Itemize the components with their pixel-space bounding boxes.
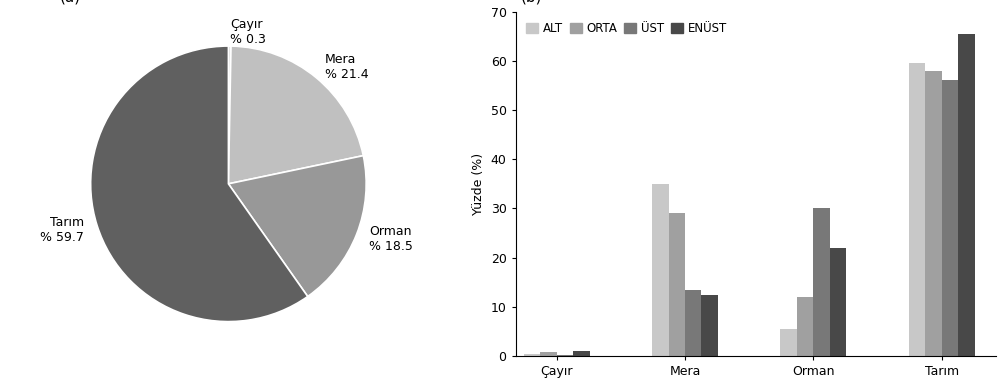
Legend: ALT, ORTA, ÜST, ENÜST: ALT, ORTA, ÜST, ENÜST — [521, 17, 731, 40]
Wedge shape — [91, 46, 308, 322]
Bar — [652, 184, 669, 356]
Text: (b): (b) — [520, 0, 542, 5]
Bar — [926, 71, 942, 356]
Bar — [813, 209, 830, 356]
Text: Çayır
% 0.3: Çayır % 0.3 — [229, 18, 266, 46]
Bar — [685, 289, 701, 356]
Text: Orman
% 18.5: Orman % 18.5 — [369, 226, 413, 253]
Bar — [556, 354, 573, 356]
Bar — [958, 34, 975, 356]
Text: (a): (a) — [59, 0, 80, 5]
Bar — [942, 80, 958, 356]
Y-axis label: Yüzde (%): Yüzde (%) — [472, 153, 485, 215]
Bar — [540, 352, 556, 356]
Bar — [830, 248, 846, 356]
Wedge shape — [228, 156, 366, 296]
Wedge shape — [228, 46, 231, 184]
Bar — [701, 295, 718, 356]
Text: Tarım
% 59.7: Tarım % 59.7 — [40, 216, 83, 243]
Wedge shape — [228, 46, 363, 184]
Bar — [908, 63, 926, 356]
Bar — [797, 297, 813, 356]
Bar — [781, 329, 797, 356]
Bar — [524, 354, 540, 356]
Text: Mera
% 21.4: Mera % 21.4 — [325, 53, 369, 81]
Bar — [669, 213, 685, 356]
Bar — [573, 351, 590, 356]
